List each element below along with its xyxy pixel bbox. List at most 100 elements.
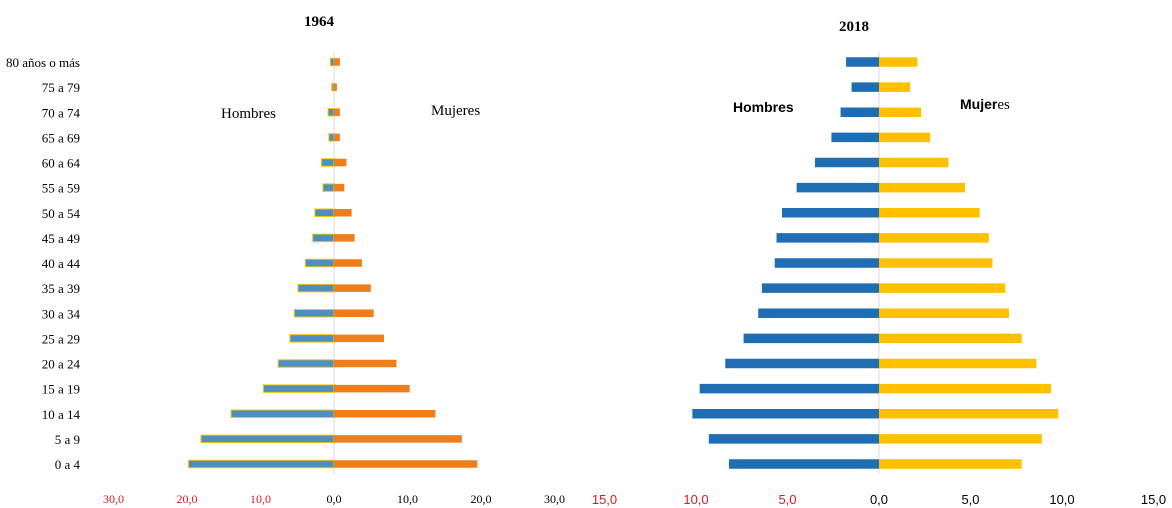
bar-mujeres	[334, 183, 345, 192]
bar-mujeres	[334, 460, 478, 468]
bar-hombres	[297, 283, 335, 293]
bar-hombres	[293, 309, 335, 318]
pyramid-1964: 1964 Hombres Mujeres 0 a 4 5 a 9 10 a 14 15…	[6, 14, 565, 506]
bar-mujeres	[879, 333, 1022, 344]
category-label: 50 a 54	[42, 206, 81, 221]
chart-2018-mujeres-label: Mujeres	[960, 96, 1010, 113]
bar-mujeres	[334, 309, 374, 317]
bar-hombres	[782, 208, 879, 218]
bar-hombres	[331, 82, 335, 92]
bar-hombres	[776, 233, 879, 243]
chart-1964-hombres-label: Hombres	[221, 106, 276, 122]
bar-mujeres	[879, 208, 980, 218]
category-label: 70 a 74	[42, 105, 81, 120]
bar-hombres	[796, 182, 879, 193]
chart-2018-title: 2018	[839, 19, 869, 35]
bar-hombres	[277, 359, 335, 368]
bar-mujeres	[879, 358, 1037, 369]
bar-hombres	[329, 57, 335, 67]
bar-mujeres	[879, 233, 989, 243]
bar-hombres	[187, 459, 335, 469]
x-tick-label: 10,0	[397, 492, 418, 506]
x-tick-label: 20,0	[471, 492, 492, 506]
bar-mujeres	[879, 258, 993, 268]
bar-hombres	[322, 183, 335, 192]
bar-hombres	[831, 132, 879, 143]
bar-hombres	[200, 434, 335, 444]
category-label: 40 a 44	[42, 256, 81, 271]
category-label: 55 a 59	[42, 181, 80, 196]
bar-mujeres	[334, 259, 362, 267]
bar-mujeres	[879, 283, 1006, 293]
bar-mujeres	[334, 108, 340, 116]
bar-mujeres	[334, 334, 384, 343]
chart-1964-category-labels: 0 a 4 5 a 9 10 a 14 15 a 19 20 a 24 25 a 29 30…	[6, 55, 81, 472]
bar-mujeres	[334, 58, 340, 66]
x-tick-label: 20,0	[177, 492, 198, 506]
bar-hombres	[289, 334, 335, 343]
bar-hombres	[851, 82, 879, 92]
category-label: 75 a 79	[42, 80, 80, 95]
bar-mujeres	[334, 158, 347, 167]
bar-mujeres	[334, 133, 340, 142]
x-tick-label: 15,0	[1141, 492, 1166, 507]
bar-hombres	[728, 459, 879, 469]
chart-2018-bars	[692, 52, 1059, 474]
bar-hombres	[304, 258, 335, 268]
bar-hombres	[774, 258, 879, 268]
chart-2018-mujeres-label-rest: es	[997, 97, 1010, 113]
x-tick-label: 0,0	[870, 492, 888, 507]
pyramid-2018: 2018 Hombres Mujeres 15,0 10,0 5,0 0,0 5,0 10…	[592, 19, 1166, 507]
bar-mujeres	[334, 359, 397, 368]
bar-mujeres	[879, 459, 1022, 469]
chart-2018-x-axis-ticks: 15,0 10,0 5,0 0,0 5,0 10,0 15,0	[592, 492, 1166, 507]
bar-mujeres	[879, 409, 1059, 419]
bar-mujeres	[879, 132, 931, 143]
bar-hombres	[743, 333, 879, 344]
category-label: 5 a 9	[55, 432, 80, 447]
bar-hombres	[321, 158, 335, 167]
bar-hombres	[761, 283, 879, 293]
x-tick-label: 0,0	[327, 492, 342, 506]
bar-mujeres	[334, 384, 410, 393]
x-tick-label: 10,0	[683, 492, 708, 507]
bar-mujeres	[879, 157, 949, 168]
category-label: 35 a 39	[42, 281, 80, 296]
bar-hombres	[846, 57, 879, 67]
chart-1964-x-axis-ticks: 30,0 20,0 10,0 0,0 10,0 20,0 30,0	[103, 492, 565, 506]
bar-mujeres	[879, 383, 1052, 394]
category-label: 15 a 19	[42, 382, 80, 397]
bar-hombres	[699, 383, 879, 394]
bar-mujeres	[879, 82, 911, 92]
category-label: 0 a 4	[55, 457, 81, 472]
bar-mujeres	[879, 107, 922, 117]
bar-hombres	[230, 409, 335, 418]
bar-mujeres	[879, 308, 1009, 318]
x-tick-label: 5,0	[961, 492, 979, 507]
bar-hombres	[840, 107, 879, 117]
bar-mujeres	[879, 182, 966, 193]
bar-mujeres	[334, 410, 436, 418]
category-label: 30 a 34	[42, 306, 81, 321]
chart-2018-mujeres-label-bold: Mujer	[960, 96, 998, 112]
bar-mujeres	[334, 284, 371, 292]
bar-hombres	[692, 409, 879, 419]
x-tick-label: 10,0	[250, 492, 271, 506]
bar-mujeres	[879, 57, 918, 67]
bar-hombres	[328, 133, 335, 142]
chart-1964-title: 1964	[304, 14, 335, 30]
bar-mujeres	[334, 83, 337, 91]
bar-mujeres	[879, 434, 1042, 444]
category-label: 65 a 69	[42, 130, 80, 145]
bar-hombres	[725, 358, 879, 369]
category-label: 45 a 49	[42, 231, 80, 246]
category-label: 20 a 24	[42, 357, 81, 372]
bar-hombres	[327, 108, 335, 117]
category-label: 80 años o más	[6, 55, 80, 70]
bar-hombres	[262, 384, 335, 393]
x-tick-label: 5,0	[778, 492, 796, 507]
chart-1964-mujeres-label: Mujeres	[431, 103, 480, 119]
bar-hombres	[312, 233, 335, 243]
bar-hombres	[314, 208, 335, 217]
